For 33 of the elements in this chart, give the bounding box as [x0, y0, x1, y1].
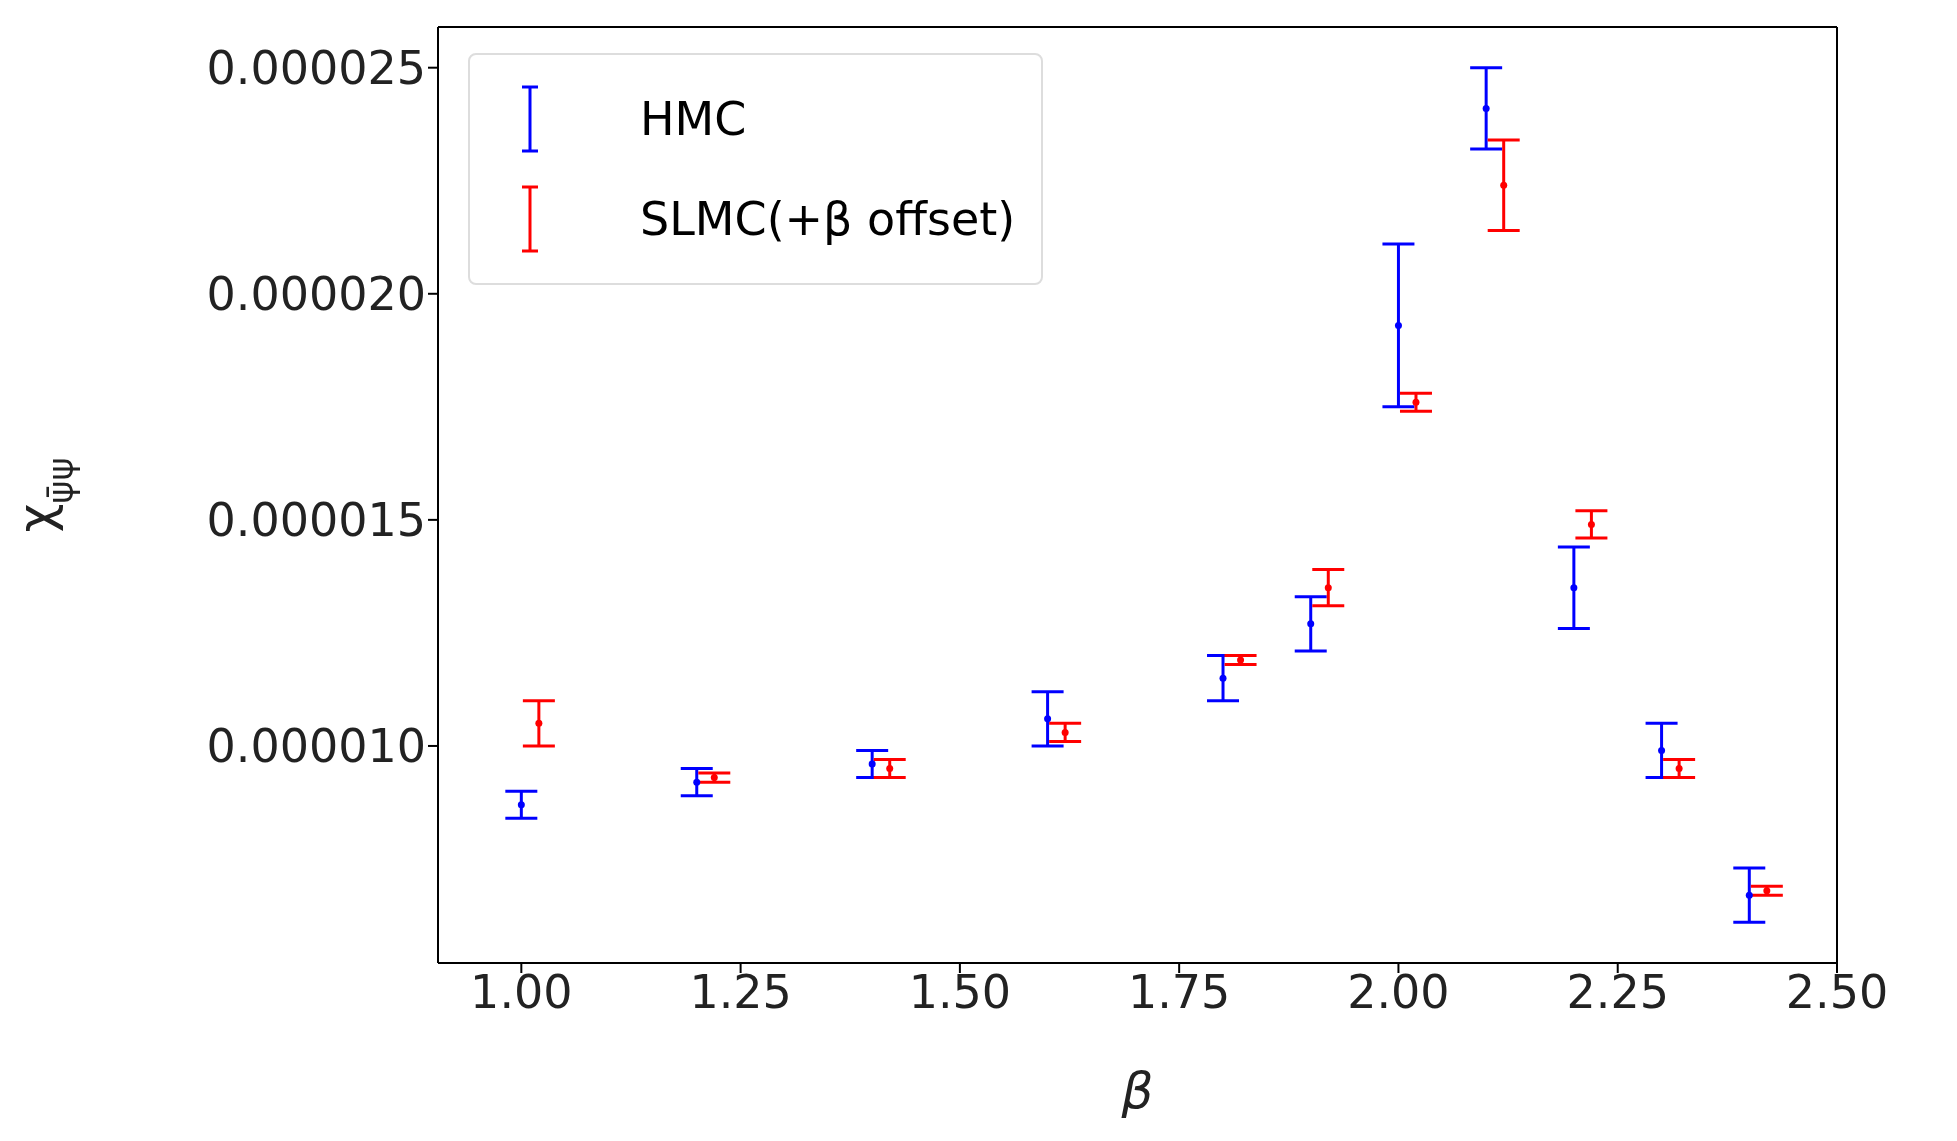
- point: [517, 801, 525, 809]
- x-tick-label: 2.00: [1347, 964, 1450, 1019]
- point: [1500, 181, 1508, 189]
- x-tick-label: 1.25: [689, 964, 792, 1019]
- point: [886, 765, 894, 773]
- point: [1587, 520, 1595, 528]
- x-tick-label: 1.50: [908, 964, 1012, 1019]
- point: [1482, 104, 1490, 112]
- point: [1324, 584, 1332, 592]
- x-axis-title: β: [1120, 1062, 1154, 1120]
- legend-label: SLMC(+β offset): [640, 192, 1016, 246]
- y-tick-label: 0.000025: [206, 41, 426, 96]
- point: [1745, 891, 1753, 899]
- x-tick-label: 2.25: [1566, 964, 1669, 1019]
- point: [693, 778, 701, 786]
- point: [535, 719, 543, 727]
- point: [1394, 321, 1402, 329]
- y-tick-label: 0.000015: [206, 493, 426, 548]
- x-tick-label: 1.00: [470, 964, 573, 1019]
- point: [1675, 765, 1683, 773]
- point: [1658, 746, 1666, 754]
- point: [868, 760, 876, 768]
- x-tick-label: 1.75: [1127, 964, 1231, 1019]
- y-tick-label: 0.000020: [206, 267, 426, 322]
- y-tick-label: 0.000010: [206, 719, 426, 774]
- point: [1570, 584, 1578, 592]
- point: [1044, 715, 1052, 723]
- point: [1061, 728, 1069, 736]
- point: [1219, 674, 1227, 682]
- point: [1412, 398, 1420, 406]
- x-tick-label: 2.50: [1785, 964, 1889, 1019]
- point: [1307, 620, 1315, 628]
- legend-label: HMC: [640, 92, 747, 146]
